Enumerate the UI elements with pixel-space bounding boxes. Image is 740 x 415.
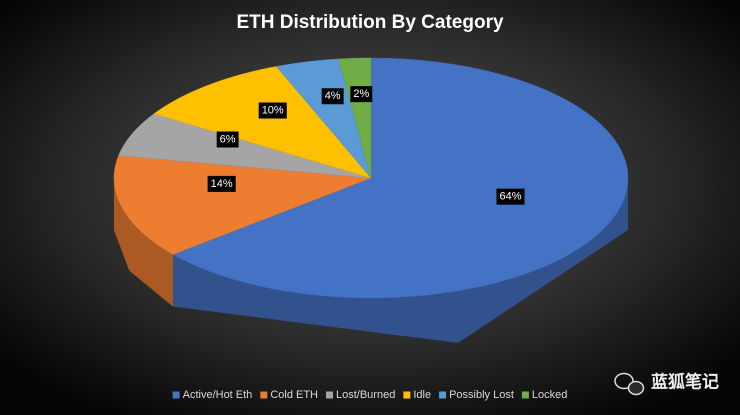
legend-swatch	[521, 391, 529, 399]
legend-label: Idle	[413, 389, 431, 401]
data-label-text: 10%	[262, 104, 284, 116]
legend-label: Locked	[532, 389, 567, 401]
legend-label: Active/Hot Eth	[183, 389, 253, 401]
legend-label: Lost/Burned	[336, 389, 395, 401]
data-label-box	[207, 175, 236, 192]
slice-side	[114, 178, 173, 307]
watermark-icon	[614, 372, 645, 396]
data-labels: 64% 14% 6% 10% 4% 2%	[207, 86, 525, 205]
legend-swatch	[403, 391, 411, 399]
data-label-box	[321, 88, 344, 105]
data-label: 10%	[258, 102, 287, 119]
legend: Active/Hot Eth Cold ETH Lost/Burned Idle Pos…	[172, 389, 567, 401]
legend-swatch	[326, 391, 334, 399]
watermark: 蓝狐笔记	[651, 371, 719, 391]
data-label-text: 4%	[325, 90, 341, 102]
data-label-text: 2%	[353, 88, 369, 100]
data-label-box	[496, 188, 525, 205]
legend-item: Active/Hot Eth	[172, 389, 253, 401]
legend-label: Cold ETH	[270, 389, 318, 401]
chart-title: ETH Distribution By Category	[236, 12, 504, 33]
legend-item: Lost/Burned	[326, 389, 395, 401]
data-label-box	[350, 86, 373, 103]
data-label-text: 6%	[220, 133, 236, 145]
slice	[153, 66, 372, 179]
data-label-box	[216, 131, 239, 148]
slice	[275, 58, 372, 179]
legend-swatch	[172, 391, 180, 399]
legend-item: Locked	[521, 389, 567, 401]
legend-item: Idle	[403, 389, 431, 401]
data-label: 6%	[216, 131, 239, 148]
legend-swatch	[260, 391, 268, 399]
slice	[113, 155, 372, 255]
legend-item: Possibly Lost	[439, 389, 514, 401]
pie	[113, 57, 629, 343]
data-label: 2%	[350, 86, 373, 103]
data-label-text: 64%	[500, 191, 522, 203]
data-label: 14%	[207, 175, 236, 192]
legend-swatch	[439, 391, 447, 399]
data-label-box	[258, 102, 287, 119]
data-label: 4%	[321, 88, 344, 105]
data-label: 64%	[496, 188, 525, 205]
slice	[118, 113, 372, 179]
data-label-text: 14%	[211, 178, 233, 190]
legend-item: Cold ETH	[260, 389, 318, 401]
legend-label: Possibly Lost	[449, 389, 514, 401]
slice	[172, 57, 629, 299]
slice-side	[172, 178, 629, 343]
